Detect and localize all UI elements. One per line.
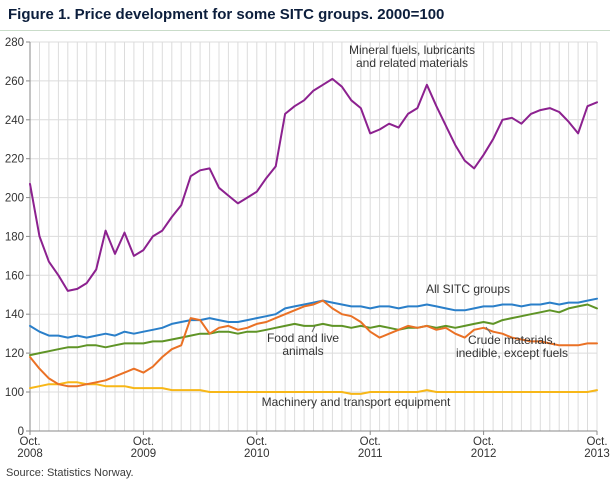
figure-title: Figure 1. Price development for some SIT… <box>8 6 445 23</box>
svg-text:inedible, except fuels: inedible, except fuels <box>456 346 568 360</box>
svg-text:200: 200 <box>5 193 24 205</box>
svg-text:280: 280 <box>5 37 24 49</box>
svg-text:Oct.: Oct. <box>246 436 267 448</box>
svg-text:Mineral fuels, lubricants: Mineral fuels, lubricants <box>349 43 475 57</box>
title-divider <box>0 30 610 31</box>
svg-text:120: 120 <box>5 348 24 360</box>
svg-text:180: 180 <box>5 231 24 243</box>
svg-text:2009: 2009 <box>131 448 157 460</box>
svg-text:2008: 2008 <box>17 448 43 460</box>
svg-text:260: 260 <box>5 76 24 88</box>
price-development-chart: 2802602402202001801601401201000Oct.2008O… <box>5 37 610 460</box>
svg-text:Oct.: Oct. <box>133 436 154 448</box>
svg-text:Oct.: Oct. <box>473 436 494 448</box>
svg-text:220: 220 <box>5 154 24 166</box>
svg-text:Machinery and transport equipm: Machinery and transport equipment <box>262 395 451 409</box>
svg-text:160: 160 <box>5 270 24 282</box>
svg-text:2013: 2013 <box>584 448 610 460</box>
svg-text:2012: 2012 <box>471 448 497 460</box>
svg-text:100: 100 <box>5 387 24 399</box>
svg-text:0: 0 <box>18 426 24 438</box>
source-note: Source: Statistics Norway. <box>6 467 134 479</box>
svg-text:animals: animals <box>282 344 323 358</box>
svg-text:Crude materials,: Crude materials, <box>468 333 556 347</box>
svg-text:2011: 2011 <box>358 448 383 460</box>
svg-text:240: 240 <box>5 115 24 127</box>
svg-text:Oct.: Oct. <box>586 436 607 448</box>
svg-text:Food and live: Food and live <box>267 331 339 345</box>
svg-text:Oct.: Oct. <box>360 436 381 448</box>
svg-text:2010: 2010 <box>244 448 270 460</box>
svg-text:140: 140 <box>5 309 24 321</box>
svg-text:Oct.: Oct. <box>19 436 40 448</box>
svg-text:All SITC groups: All SITC groups <box>426 282 510 296</box>
svg-text:and related materials: and related materials <box>356 56 468 70</box>
